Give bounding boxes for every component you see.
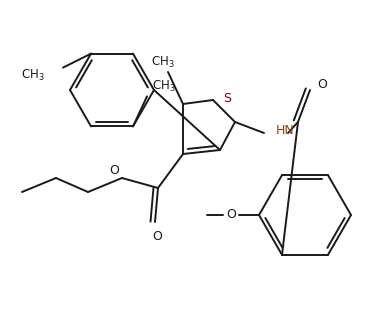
Text: CH$_3$: CH$_3$ [151, 54, 175, 70]
Text: CH$_3$: CH$_3$ [21, 68, 45, 83]
Text: O: O [317, 78, 327, 91]
Text: CH$_3$: CH$_3$ [152, 79, 176, 94]
Text: O: O [152, 230, 162, 243]
Text: HN: HN [276, 124, 295, 137]
Text: S: S [223, 91, 231, 104]
Text: O: O [109, 163, 119, 176]
Text: O: O [226, 209, 236, 222]
